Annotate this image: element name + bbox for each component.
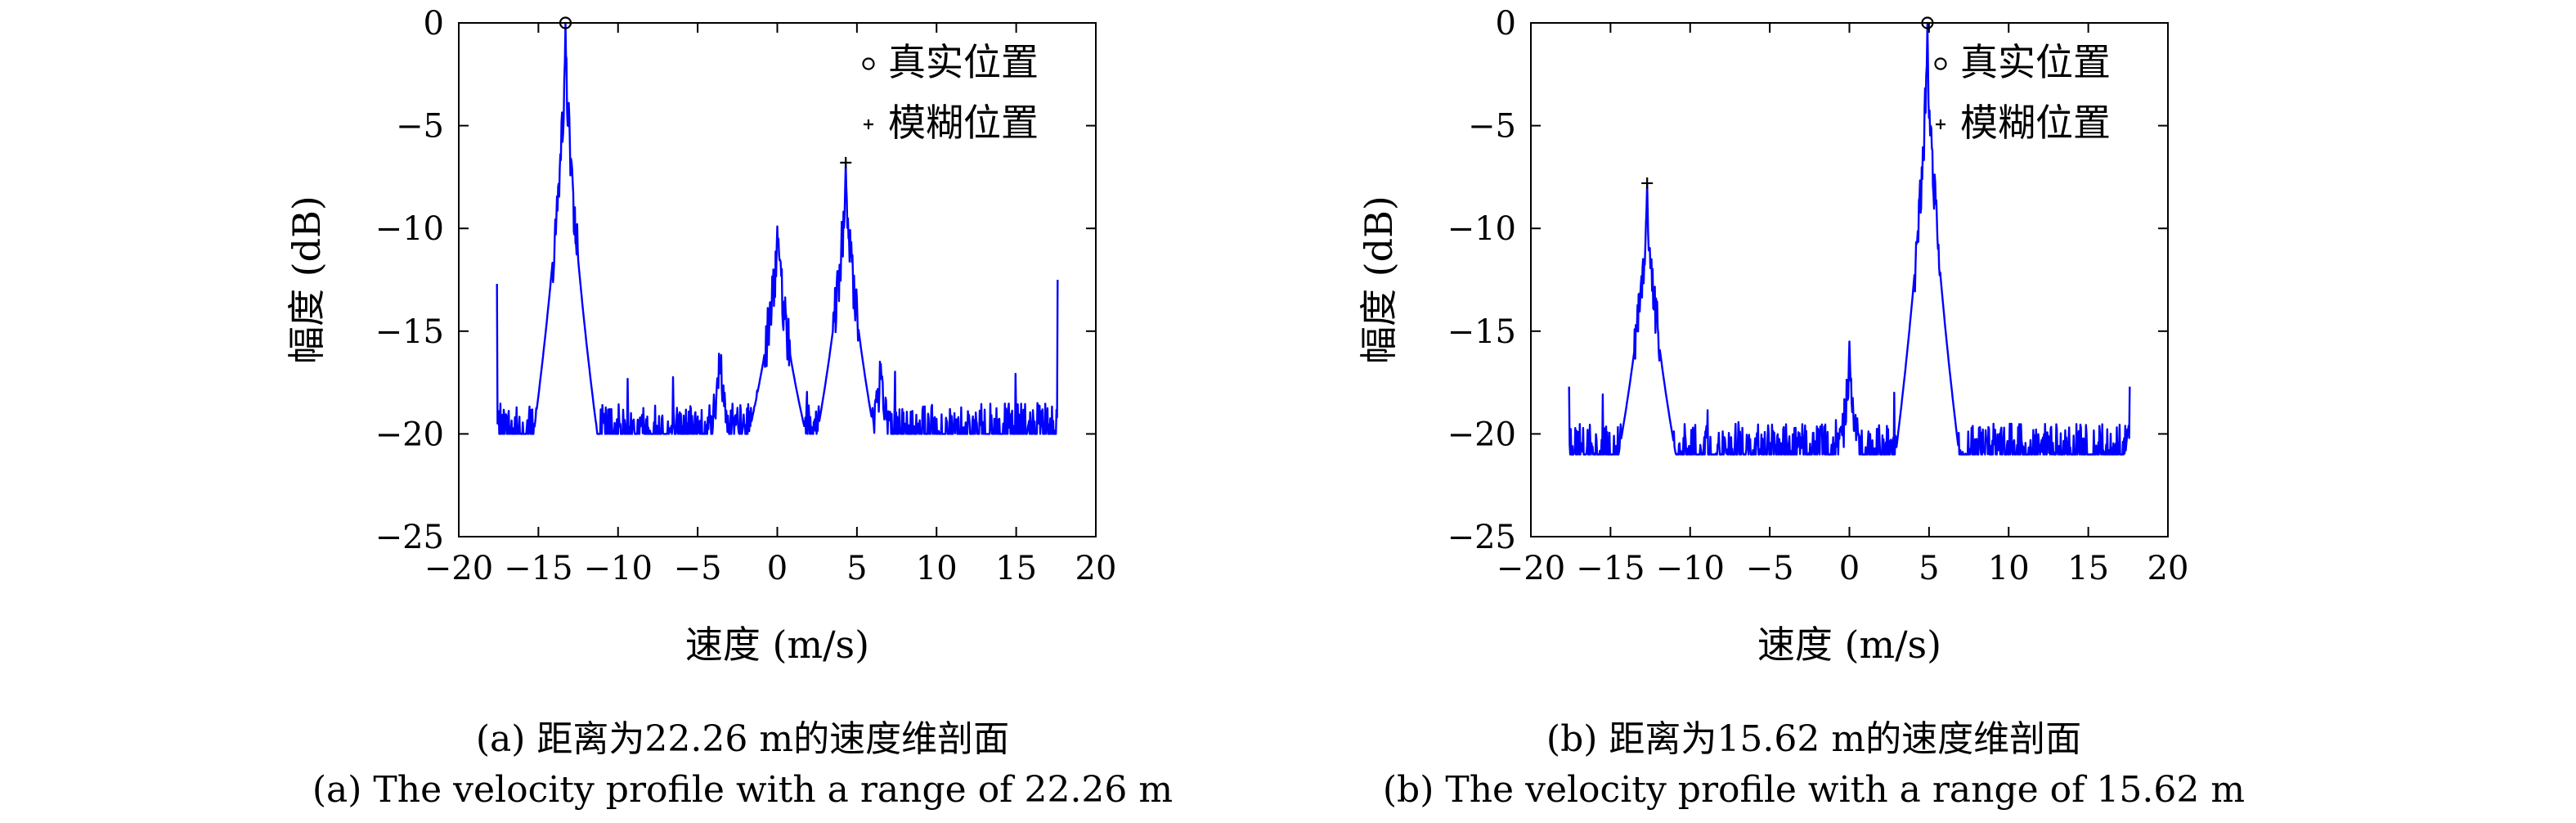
x-tick-label: 15 (2067, 550, 2109, 587)
x-tick-label: −15 (504, 550, 572, 587)
y-tick-label: −10 (375, 210, 444, 248)
x-tick-label: 20 (2147, 550, 2189, 587)
y-tick-label: −20 (1447, 416, 1516, 453)
y-tick-label: −25 (1447, 519, 1516, 556)
y-tick-label: 0 (1496, 5, 1516, 43)
x-tick-label: 0 (1839, 550, 1860, 587)
caption-b-en: (b) The velocity profile with a range of… (1383, 769, 2245, 811)
x-axis-label: 速度 (m/s) (685, 623, 869, 667)
legend-circle-icon (862, 57, 875, 70)
x-tick-label: −20 (1497, 550, 1565, 587)
x-tick-label: 5 (846, 550, 867, 587)
ambiguous-position-marker (840, 156, 852, 169)
y-axis-label: 幅度 (dB) (285, 196, 329, 364)
legend-label-true: 真实位置 (888, 40, 1039, 84)
series-line (496, 21, 1059, 435)
x-tick-label: −5 (674, 550, 722, 587)
y-tick-label: 0 (424, 5, 444, 43)
legend-label-true: 真实位置 (1960, 40, 2111, 84)
x-tick-label: 10 (1988, 550, 2030, 587)
y-tick-label: −15 (375, 313, 444, 351)
legend-circle-icon (1934, 57, 1947, 70)
x-tick-label: −10 (584, 550, 653, 587)
y-tick-label: −15 (1447, 313, 1516, 351)
caption-b-cn: (b) 距离为15.62 m的速度维剖面 (1546, 718, 2081, 760)
series-line (1568, 21, 2131, 456)
caption-a-cn: (a) 距离为22.26 m的速度维剖面 (476, 718, 1009, 760)
y-tick-label: −10 (1447, 210, 1516, 248)
ambiguous-position-marker (1641, 177, 1654, 189)
x-tick-label: 15 (995, 550, 1037, 587)
x-tick-label: 5 (1919, 550, 1939, 587)
legend-plus-icon (864, 119, 873, 129)
x-tick-label: −10 (1656, 550, 1725, 587)
caption-a-en: (a) The velocity profile with a range of… (312, 769, 1173, 811)
y-tick-label: −5 (396, 108, 444, 146)
true-position-marker (559, 16, 572, 29)
y-tick-label: −5 (1468, 108, 1516, 146)
y-tick-label: −25 (375, 519, 444, 556)
legend-plus-icon (1936, 119, 1945, 129)
x-tick-label: −15 (1576, 550, 1645, 587)
x-tick-label: 0 (767, 550, 788, 587)
legend-label-ambiguous: 模糊位置 (1960, 101, 2111, 145)
y-tick-label: −20 (375, 416, 444, 453)
true-position-marker (1921, 16, 1934, 29)
x-tick-label: 20 (1075, 550, 1117, 587)
x-tick-label: −20 (424, 550, 493, 587)
x-tick-label: 10 (916, 550, 958, 587)
x-tick-label: −5 (1746, 550, 1794, 587)
y-axis-label: 幅度 (dB) (1357, 196, 1401, 364)
x-axis-label: 速度 (m/s) (1757, 623, 1941, 667)
legend-label-ambiguous: 模糊位置 (888, 101, 1039, 145)
